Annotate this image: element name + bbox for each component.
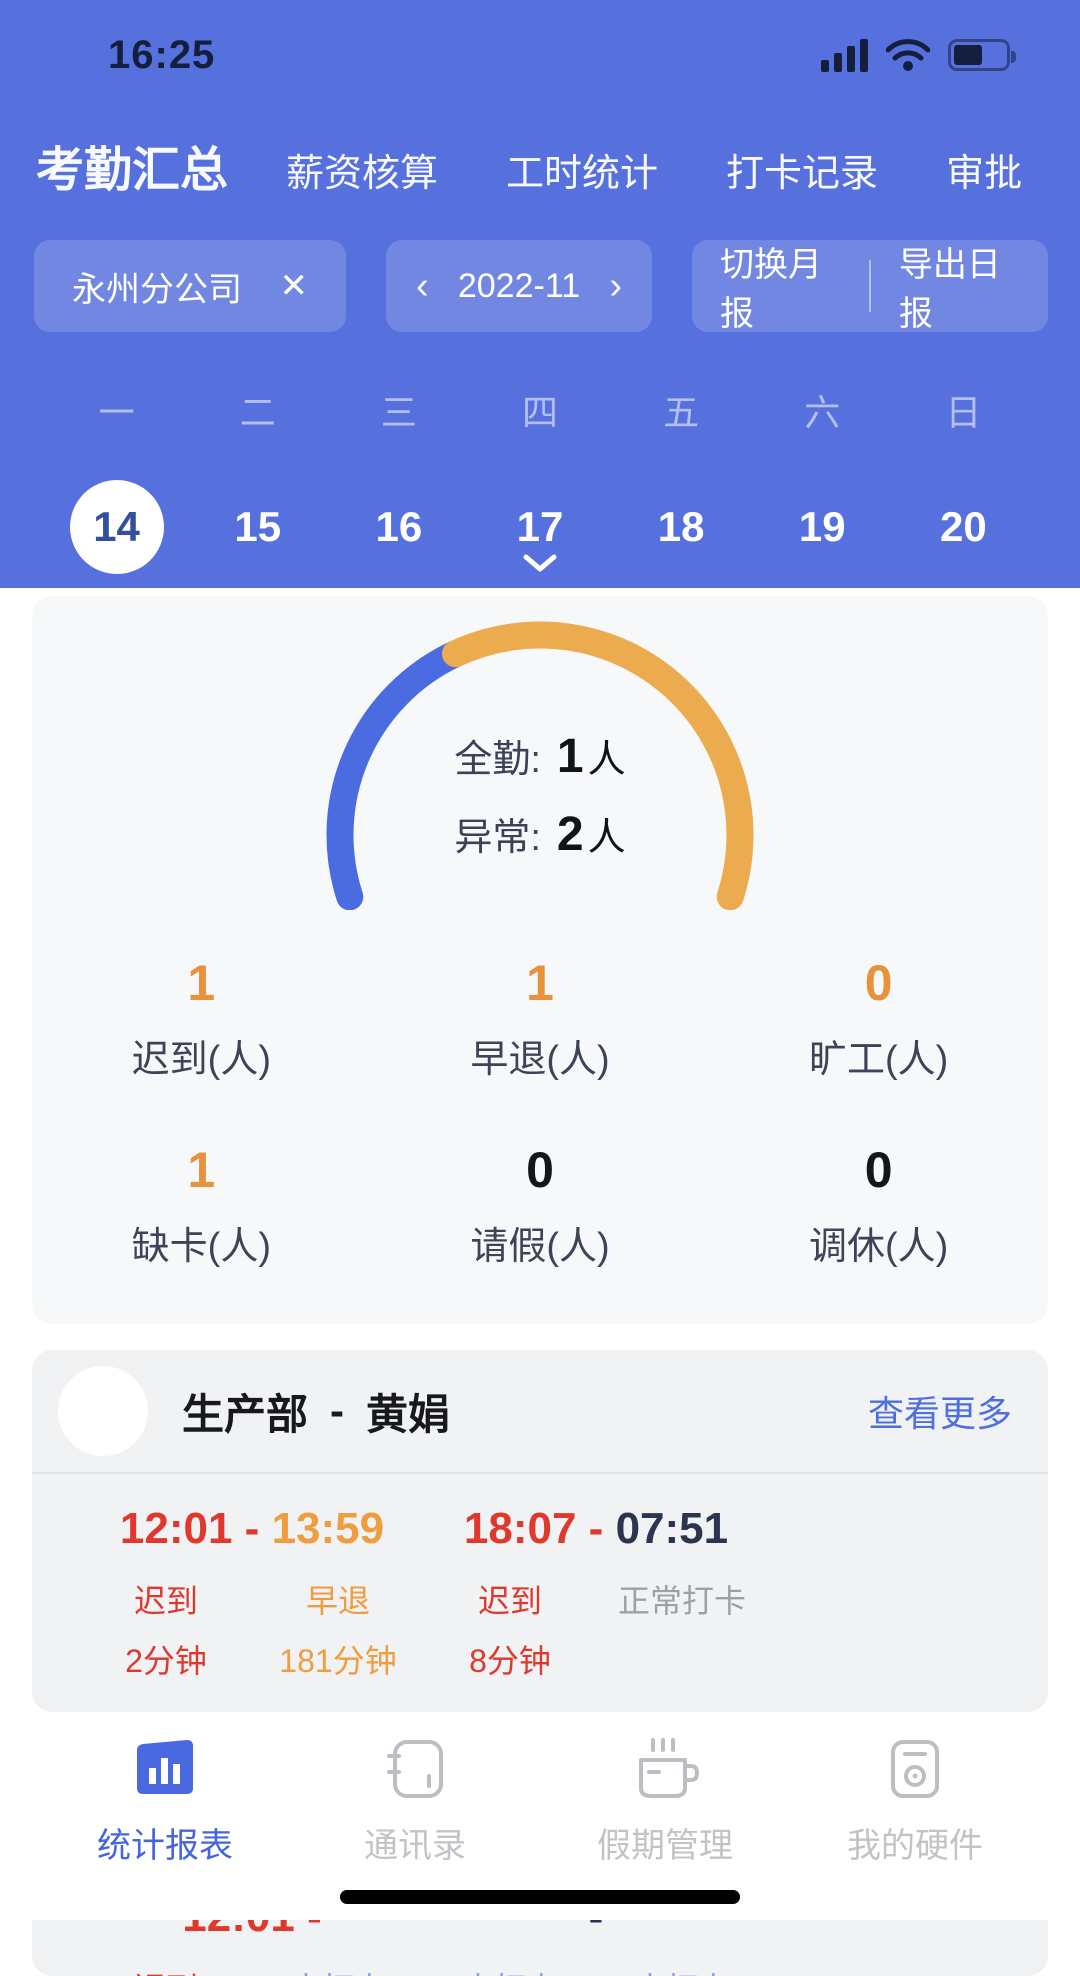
coffee-cup-icon	[639, 1738, 700, 1798]
stats-report-icon	[137, 1740, 193, 1794]
month-picker: ‹ 2022-11 ›	[386, 240, 652, 332]
stat-early-leave: 1 早退(人)	[470, 955, 610, 1081]
cellular-signal-icon	[821, 38, 868, 72]
stat-comp-off: 0 调休(人)	[809, 1142, 949, 1268]
tab-contacts[interactable]: 通讯录	[290, 1738, 540, 1920]
employee-card: 生产部 - 黄娟 查看更多 12:01 - 13:59 18:07 - 07:5…	[32, 1350, 1048, 1712]
home-indicator	[340, 1890, 740, 1904]
punch-times-row: 12:01 - 13:59 18:07 - 07:51	[80, 1504, 1048, 1554]
top-nav-tabs: 考勤汇总 薪资核算 工时统计 打卡记录 审批	[0, 84, 1080, 200]
tab-payroll[interactable]: 薪资核算	[286, 153, 439, 195]
stat-missing-punch: 1 缺卡(人)	[131, 1142, 271, 1268]
wifi-icon	[886, 39, 930, 71]
battery-icon	[948, 39, 1016, 71]
stats-grid: 1 迟到(人) 1 早退(人) 0 旷工(人) 1 缺卡(人) 0 请假(人) 0 调休(人…	[32, 954, 1048, 1270]
tab-work-hours[interactable]: 工时统计	[506, 153, 659, 195]
weekday-label: 三	[380, 392, 417, 433]
punch-status-row: 迟到 2分钟 早退 181分钟 迟到 8分钟 正常打卡	[80, 1576, 1048, 1682]
gauge-legend: 全勤: 1 人 异常: 2 人	[300, 728, 780, 862]
app-header: 16:25 考勤汇总 薪资核算 工时统计 打卡记录 审批 永州分公司 ✕ ‹ 2…	[0, 0, 1080, 588]
weekday-label: 日	[945, 392, 982, 433]
tab-attendance-summary[interactable]: 考勤汇总	[36, 144, 229, 197]
contacts-icon	[387, 1740, 443, 1798]
calendar-day-19[interactable]: 19	[798, 503, 846, 550]
calendar-day-16[interactable]: 16	[375, 503, 423, 550]
weekday-label: 四	[521, 392, 558, 433]
calendar-day-14[interactable]: 14	[46, 480, 187, 574]
punch-status: 未打卡	[252, 1964, 424, 1976]
status-bar: 16:25	[0, 0, 1080, 84]
punch-records: 12:01 - 13:59 18:07 - 07:51 迟到 2分钟 早退 181分…	[32, 1474, 1048, 1712]
employee-name: 生产部 - 黄娟	[182, 1387, 451, 1438]
divider	[869, 260, 871, 312]
tab-approval[interactable]: 审批	[946, 153, 1023, 195]
month-value: 2022-11	[457, 266, 581, 305]
gauge-arc	[326, 621, 754, 911]
punch-status: 正常打卡	[617, 1583, 746, 1619]
stat-late: 1 迟到(人)	[131, 955, 271, 1081]
tab-my-hardware[interactable]: 我的硬件	[790, 1738, 1040, 1920]
expand-calendar-button[interactable]	[0, 552, 1080, 574]
chevron-left-icon[interactable]: ‹	[416, 264, 429, 307]
divider	[32, 1472, 1048, 1474]
export-daily-button[interactable]: 导出日报	[898, 246, 1001, 333]
close-icon[interactable]: ✕	[279, 267, 309, 305]
punch-pair-1: 12:01 - 13:59	[119, 1504, 385, 1553]
weekday-label: 一	[98, 392, 135, 433]
punch-status: 未打卡	[596, 1964, 768, 1976]
stat-absent: 0 旷工(人)	[809, 955, 949, 1081]
calendar-day-18[interactable]: 18	[657, 503, 705, 550]
abnormal-line: 异常: 2 人	[454, 808, 626, 861]
punch-status: 迟到 8分钟	[469, 1583, 551, 1679]
weekday-label: 六	[804, 392, 841, 433]
avatar	[58, 1366, 148, 1456]
company-filter-label: 永州分公司	[72, 270, 242, 309]
date-row: 14 15 16 17 18 19 20	[0, 480, 1080, 574]
weekday-label: 五	[663, 392, 700, 433]
tab-holiday-management[interactable]: 假期管理	[540, 1738, 790, 1920]
view-more-link[interactable]: 查看更多	[867, 1393, 1012, 1434]
hardware-device-icon	[891, 1740, 939, 1798]
company-filter[interactable]: 永州分公司 ✕	[34, 240, 346, 332]
employee-card-header: 生产部 - 黄娟 查看更多	[32, 1350, 1048, 1472]
calendar-day-17[interactable]: 17	[516, 503, 564, 550]
report-actions: 切换月报 导出日报	[692, 240, 1048, 333]
attendance-gauge: 全勤: 1 人 异常: 2 人	[300, 610, 780, 911]
bottom-tab-bar: 统计报表 通讯录 假期管理 我的硬件	[0, 1712, 1080, 1920]
weekday-label: 二	[239, 392, 276, 433]
attendance-summary-panel: 全勤: 1 人 异常: 2 人 1 迟到(人) 1 早退(人) 0 旷工(人) 1 缺卡…	[32, 596, 1048, 1324]
full-attendance-line: 全勤: 1 人	[454, 730, 626, 783]
tab-punch-records[interactable]: 打卡记录	[726, 153, 879, 195]
clock: 16:25	[108, 32, 216, 77]
chevron-down-icon	[523, 554, 557, 572]
weekday-row: 一 二 三 四 五 六 日	[0, 384, 1080, 436]
chevron-right-icon[interactable]: ›	[609, 264, 622, 307]
calendar-day-15[interactable]: 15	[234, 503, 282, 550]
punch-pair-2: 18:07 - 07:51	[463, 1504, 729, 1553]
tab-stats-report[interactable]: 统计报表	[40, 1738, 290, 1920]
stat-leave: 0 请假(人)	[470, 1142, 610, 1268]
punch-status: 早退 181分钟	[279, 1583, 397, 1679]
switch-monthly-button[interactable]: 切换月报	[720, 246, 822, 333]
filter-row: 永州分公司 ✕ ‹ 2022-11 › 切换月报 导出日报	[0, 200, 1080, 333]
punch-status: 未打卡	[424, 1964, 596, 1976]
calendar-day-20[interactable]: 20	[940, 503, 987, 550]
